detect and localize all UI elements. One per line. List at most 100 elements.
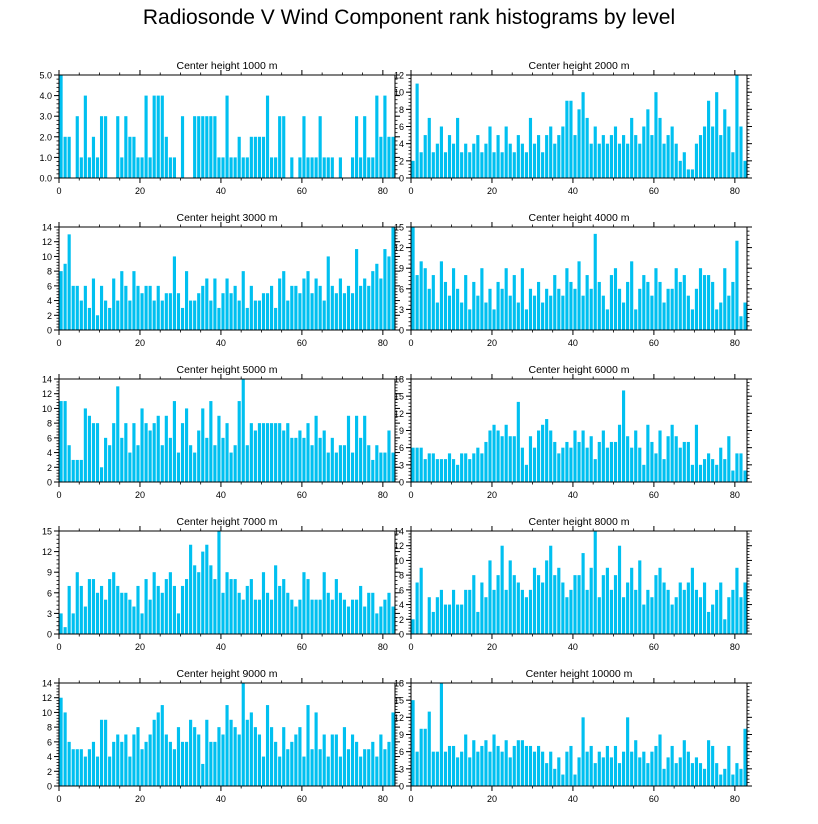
- histogram-bar: [638, 143, 642, 178]
- histogram-bar: [59, 613, 63, 634]
- histogram-bar: [500, 436, 504, 482]
- y-tick-label: 9: [399, 730, 404, 740]
- histogram-bar: [626, 582, 630, 634]
- histogram-bar: [605, 447, 609, 482]
- y-tick-label: 0: [47, 630, 52, 640]
- histogram-bar: [197, 734, 201, 786]
- x-tick-label: 60: [649, 490, 659, 500]
- histogram-bar: [278, 423, 282, 482]
- histogram-bar: [367, 445, 371, 482]
- histogram-bar: [476, 295, 480, 330]
- histogram-bar: [597, 597, 601, 634]
- histogram-bar: [682, 589, 686, 634]
- histogram-bar: [213, 579, 217, 634]
- histogram-bar: [735, 75, 739, 178]
- x-tick-label: 0: [408, 338, 413, 348]
- y-tick-label: 6: [399, 585, 404, 595]
- histogram-bar: [415, 447, 419, 482]
- histogram-bar: [549, 430, 553, 482]
- histogram-bar: [427, 711, 431, 786]
- histogram-bar: [662, 143, 666, 178]
- y-tick-label: 2: [399, 615, 404, 625]
- histogram-bar: [500, 152, 504, 178]
- histogram-bar: [371, 459, 375, 482]
- histogram-bar: [634, 309, 638, 330]
- histogram-bar: [524, 745, 528, 786]
- histogram-bar: [128, 756, 132, 786]
- histogram-bar: [593, 763, 597, 786]
- histogram-bar: [176, 293, 181, 330]
- histogram-bar: [197, 430, 201, 482]
- histogram-bar: [71, 285, 75, 330]
- histogram-bar: [310, 157, 314, 178]
- histogram-bar: [132, 606, 136, 634]
- x-tick-label: 0: [56, 794, 61, 804]
- histogram-bar: [743, 302, 747, 330]
- histogram-bar: [270, 599, 274, 634]
- histogram-bar: [577, 575, 581, 634]
- panel-title: Center height 3000 m: [177, 212, 278, 224]
- histogram-bar: [512, 745, 516, 786]
- histogram-bar: [342, 445, 347, 482]
- histogram-bar: [662, 302, 666, 330]
- histogram-bar: [391, 452, 395, 482]
- histogram-bar: [164, 734, 168, 786]
- histogram-bar: [286, 592, 290, 634]
- histogram-bar: [290, 741, 294, 786]
- histogram-bar: [314, 712, 318, 786]
- histogram-bar: [682, 275, 686, 330]
- histogram-bar: [634, 740, 638, 786]
- histogram-bar: [536, 430, 541, 482]
- histogram-bar: [221, 293, 225, 330]
- histogram-bar: [638, 757, 642, 786]
- histogram-bar: [152, 95, 156, 178]
- histogram-bar: [355, 249, 359, 330]
- histogram-bar: [144, 741, 148, 786]
- histogram-bar: [573, 774, 577, 786]
- histogram-bar: [249, 285, 253, 330]
- histogram-bar: [545, 419, 549, 482]
- histogram-bar: [553, 441, 557, 482]
- histogram-bar: [160, 300, 164, 330]
- histogram-bar: [500, 751, 504, 786]
- histogram-bar: [253, 727, 257, 786]
- histogram-bar: [735, 567, 739, 634]
- histogram-bar: [472, 740, 476, 786]
- histogram-bar: [346, 606, 351, 634]
- panel-title: Center height 6000 m: [529, 364, 630, 376]
- histogram-bar: [294, 734, 298, 786]
- y-tick-label: 8: [47, 267, 52, 277]
- histogram-bar: [545, 763, 549, 786]
- histogram-bar: [601, 757, 605, 786]
- histogram-bar: [577, 109, 581, 178]
- histogram-bar: [727, 126, 731, 178]
- histogram-bar: [678, 281, 682, 330]
- histogram-bar: [662, 768, 666, 786]
- histogram-bar: [318, 116, 322, 178]
- histogram-bar: [120, 437, 124, 482]
- histogram-bar: [75, 459, 79, 482]
- histogram-bar: [557, 288, 561, 330]
- y-tick-label: 12: [394, 713, 404, 723]
- y-tick-label: 6: [399, 284, 404, 294]
- histogram-bar: [609, 441, 614, 482]
- x-tick-label: 0: [408, 186, 413, 196]
- histogram-bar: [229, 579, 233, 634]
- panel-title: Center height 4000 m: [529, 212, 630, 224]
- histogram-bar: [221, 157, 225, 178]
- panel-title: Center height 9000 m: [177, 668, 278, 680]
- x-tick-label: 40: [216, 642, 226, 652]
- histogram-bar: [87, 415, 91, 482]
- x-tick-label: 20: [487, 642, 497, 652]
- histogram-bar: [634, 589, 638, 634]
- histogram-bar: [363, 278, 367, 330]
- histogram-bar: [164, 579, 168, 634]
- histogram-bar: [201, 763, 205, 786]
- histogram-bar: [597, 441, 601, 482]
- histogram-bar: [678, 160, 682, 178]
- histogram-bar: [484, 740, 488, 786]
- histogram-bar: [589, 288, 593, 330]
- y-tick-label: 12: [394, 541, 404, 551]
- histogram-bar: [213, 741, 217, 786]
- histogram-bar: [727, 745, 731, 786]
